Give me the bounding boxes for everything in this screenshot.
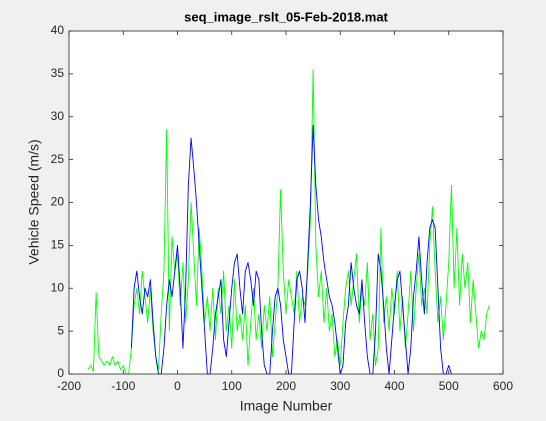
- x-tick-label: 0: [174, 379, 181, 393]
- y-tick-label: 25: [51, 152, 65, 166]
- y-tick-label: 40: [51, 23, 65, 37]
- x-axis-label: Image Number: [240, 398, 333, 414]
- x-tick-label: 300: [330, 379, 350, 393]
- x-tick-label: 200: [276, 379, 296, 393]
- x-tick-label: -200: [57, 379, 81, 393]
- axes-box: [68, 30, 504, 375]
- x-tick-label: 500: [439, 379, 459, 393]
- y-tick-label: 0: [57, 366, 64, 380]
- y-tick-label: 35: [51, 66, 65, 80]
- plot-area: [69, 31, 503, 374]
- y-tick-label: 10: [51, 280, 65, 294]
- y-tick-label: 15: [51, 238, 65, 252]
- y-tick-label: 30: [51, 109, 65, 123]
- chart-title: seq_image_rslt_05-Feb-2018.mat: [184, 9, 388, 24]
- y-tick-label: 5: [57, 323, 64, 337]
- x-tick-label: 100: [222, 379, 242, 393]
- y-axis-label: Vehicle Speed (m/s): [26, 139, 42, 264]
- y-tick-label: 20: [51, 195, 65, 209]
- x-tick-label: 400: [384, 379, 404, 393]
- x-tick-label: -100: [111, 379, 135, 393]
- x-tick-label: 600: [493, 379, 513, 393]
